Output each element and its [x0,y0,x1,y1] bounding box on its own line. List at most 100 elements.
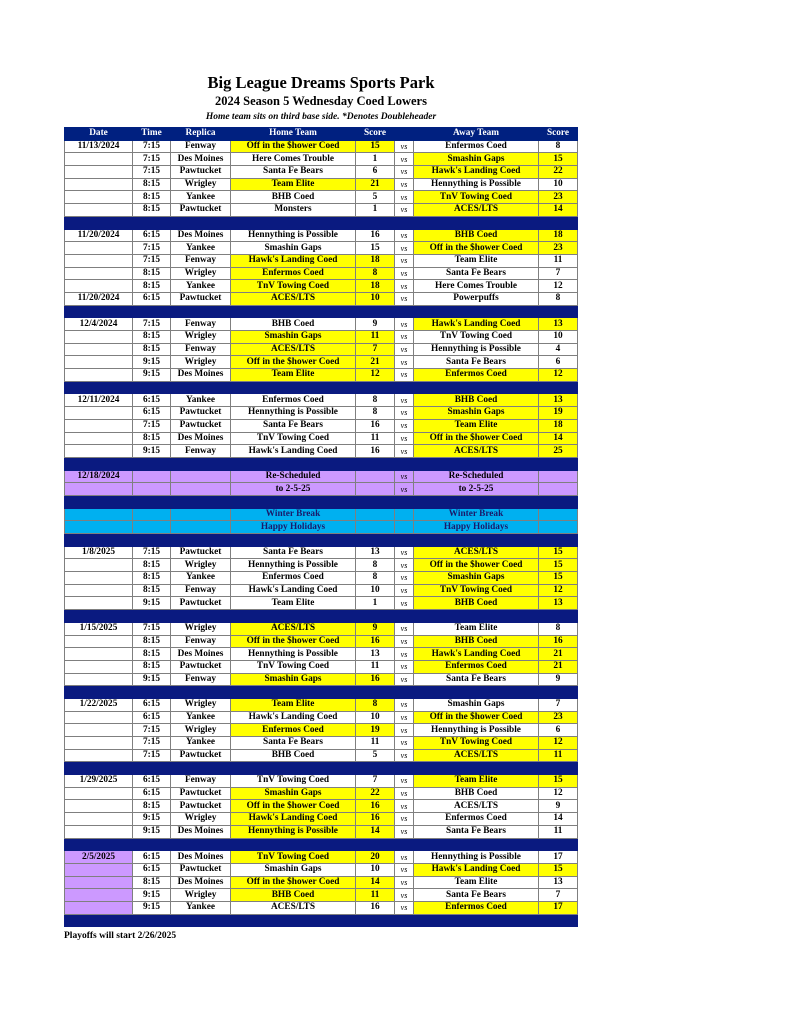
game-date: 1/29/2025 [64,774,133,788]
home-score: 8 [355,393,395,408]
away-score: 8 [538,291,578,306]
game-time: 8:15 [132,431,171,446]
week-separator [64,456,578,471]
vs-label: vs [394,812,414,826]
game-row: 8:15 Pawtucket Off in the $hower Coed 16 vs A… [64,799,578,814]
away-score: 16 [538,634,578,649]
home-team: Smashin Gaps [230,862,356,877]
home-score: 11 [355,736,395,750]
game-row: 9:15 Pawtucket Team Elite 1 vs BHB Coed 13 [64,596,578,611]
home-score: 16 [355,444,395,458]
home-score: 21 [355,355,395,370]
vs-label: vs [394,482,414,496]
vs-label: vs [394,774,414,788]
vs-label: vs [394,317,414,331]
away-team: ACES/LTS [413,545,539,560]
home-score: 21 [355,177,395,192]
game-row: 8:15 Yankee Enfermos Coed 8 vs Smashin Gaps 15 [64,571,578,585]
away-score: 6 [538,723,578,737]
home-team: Hennything is Possible [230,824,356,839]
col-away-team: Away Team [413,127,539,141]
vs-label: vs [394,647,414,661]
game-time: 9:15 [132,672,171,687]
away-team: BHB Coed [413,393,539,408]
home-score: 1 [355,152,395,167]
game-replica: Wrigley [170,723,231,737]
separator-cell [394,837,414,852]
separator-cell [170,761,231,776]
home-team: TnV Towing Coed [230,431,356,446]
away-score: 10 [538,330,578,344]
separator-cell [413,304,539,319]
game-replica: Yankee [170,710,231,725]
home-team: BHB Coed [230,317,356,331]
home-score: 19 [355,723,395,737]
game-replica: Pawtucket [170,545,231,560]
away-team: TnV Towing Coed [413,330,539,344]
home-score: 20 [355,850,395,864]
separator-cell [132,685,171,699]
vs-label: vs [394,621,414,636]
away-team: Smashin Gaps [413,406,539,420]
empty-cell [538,507,578,522]
game-time: 7:15 [132,152,171,167]
away-note: to 2-5-25 [413,482,539,496]
vs-label: vs [394,850,414,864]
home-score: 11 [355,330,395,344]
empty-cell [538,482,578,496]
away-team: Hawk's Landing Coed [413,862,539,877]
game-date [64,736,133,750]
game-replica: Pawtucket [170,418,231,433]
home-score: 16 [355,672,395,687]
separator-cell [413,685,539,699]
vs-label: vs [394,748,414,763]
game-date [64,355,133,370]
away-team: Santa Fe Bears [413,355,539,370]
away-score: 17 [538,850,578,864]
empty-cell [132,520,171,534]
away-note: Happy Holidays [413,520,539,534]
game-row: 7:15 Pawtucket BHB Coed 5 vs ACES/LTS 11 [64,748,578,763]
home-note: Winter Break [230,507,356,522]
game-time: 7:15 [132,723,171,737]
separator-cell [355,913,395,928]
separator-cell [64,494,133,509]
schedule-note: Home team sits on third base side. *Deno… [205,112,437,122]
home-team: Off in the $hower Coed [230,799,356,814]
away-team: Santa Fe Bears [413,672,539,687]
separator-cell [64,609,133,623]
game-date [64,647,133,661]
week-separator [64,913,578,928]
away-team: Powerpuffs [413,291,539,306]
separator-cell [170,456,231,471]
game-row: 9:15 Yankee ACES/LTS 16 vs Enfermos Coed 17 [64,900,578,915]
game-replica: Des Moines [170,368,231,382]
away-team: BHB Coed [413,786,539,801]
away-team: Team Elite [413,774,539,788]
game-replica: Pawtucket [170,406,231,420]
game-row: 6:15 Yankee Hawk's Landing Coed 10 vs Off in … [64,710,578,725]
home-score: 13 [355,647,395,661]
home-team: Hennything is Possible [230,558,356,573]
home-team: TnV Towing Coed [230,850,356,864]
separator-cell [538,456,578,471]
home-note: Re-Scheduled [230,469,356,484]
home-team: TnV Towing Coed [230,774,356,788]
game-replica: Des Moines [170,824,231,839]
empty-cell [355,507,395,522]
game-date [64,330,133,344]
game-row: 2/5/2025 6:15 Des Moines TnV Towing Coed 20 v… [64,850,578,864]
home-team: Smashin Gaps [230,330,356,344]
game-date: 11/20/2024 [64,228,133,243]
away-score: 14 [538,812,578,826]
separator-cell [538,837,578,852]
game-replica: Yankee [170,571,231,585]
home-note: to 2-5-25 [230,482,356,496]
game-row: 7:15 Fenway Hawk's Landing Coed 18 vs Team El… [64,253,578,268]
vs-label: vs [394,393,414,408]
away-team: Team Elite [413,621,539,636]
away-score: 6 [538,355,578,370]
separator-cell [230,685,356,699]
game-date [64,634,133,649]
vs-label: vs [394,888,414,902]
